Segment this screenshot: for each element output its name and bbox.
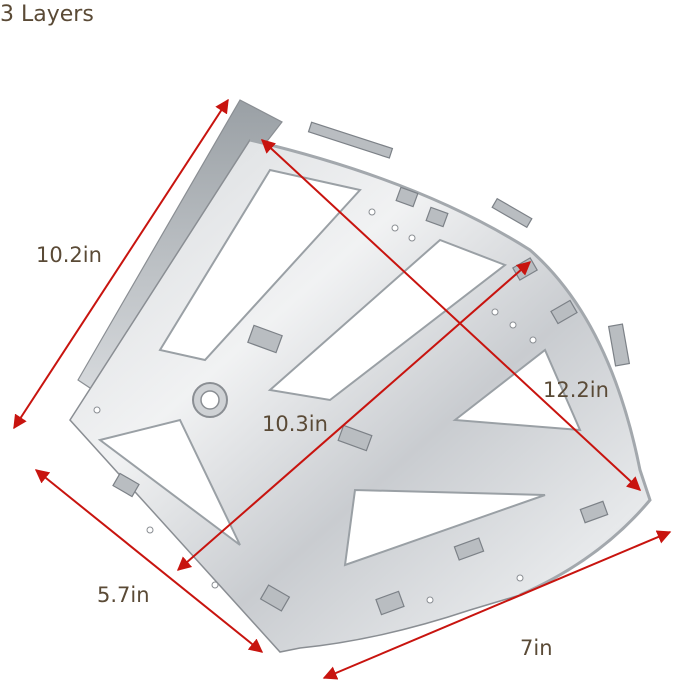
layers-caption: 3 Layers (0, 2, 94, 27)
dimension-diagonal-label: 12.2in (543, 378, 609, 402)
dimension-cross-label: 10.3in (262, 412, 328, 436)
dimension-arrows (13, 98, 672, 680)
dimension-side-label: 10.2in (36, 243, 102, 267)
dimension-short-edge-label: 5.7in (97, 583, 150, 607)
arrow-bottom-edge (322, 530, 672, 680)
mount-hole (200, 390, 220, 410)
arrow-side (13, 98, 229, 430)
arrow-short-edge (34, 469, 264, 653)
dimension-bottom-edge-label: 7in (520, 636, 553, 660)
